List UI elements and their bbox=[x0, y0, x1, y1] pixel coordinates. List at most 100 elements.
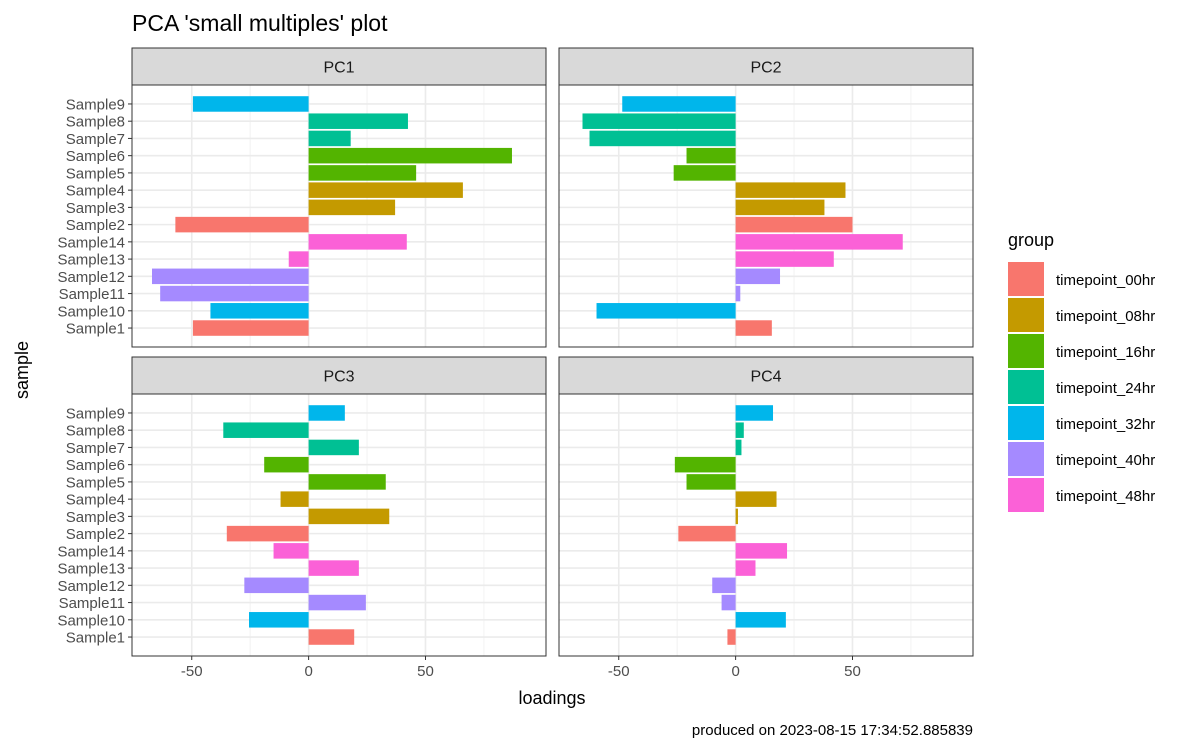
y-tick-label: Sample2 bbox=[66, 217, 125, 234]
facet-panels: PC1Sample9Sample8Sample7Sample6Sample5Sa… bbox=[57, 47, 974, 680]
y-tick-label: Sample7 bbox=[66, 440, 125, 457]
bar-pc3-sample14 bbox=[273, 543, 309, 559]
bar-pc4-sample5 bbox=[686, 474, 736, 490]
bar-pc3-sample11 bbox=[308, 594, 366, 611]
y-tick-label: Sample2 bbox=[66, 526, 125, 543]
panel-strip-label: PC4 bbox=[750, 369, 781, 386]
panel-strip bbox=[131, 356, 547, 395]
x-tick-label: -50 bbox=[608, 663, 630, 680]
bar-pc4-sample13 bbox=[735, 560, 756, 576]
bar-pc2-sample2 bbox=[735, 216, 853, 233]
panel-border bbox=[558, 393, 974, 657]
y-tick-label: Sample14 bbox=[57, 234, 125, 251]
bar-pc1-sample3 bbox=[308, 199, 396, 216]
bar-pc2-sample13 bbox=[735, 251, 834, 267]
chart-title: PCA 'small multiples' plot bbox=[132, 10, 388, 36]
bar-pc2-sample7 bbox=[589, 130, 736, 147]
panel-strip-label: PC1 bbox=[323, 60, 354, 77]
bar-pc2-sample9 bbox=[622, 96, 736, 112]
bar-pc2-sample6 bbox=[686, 147, 736, 164]
legend-label-timepoint-40hr: timepoint_40hr bbox=[1056, 452, 1155, 469]
y-tick-label: Sample13 bbox=[57, 252, 125, 269]
y-tick-label: Sample3 bbox=[66, 200, 125, 217]
legend-key-timepoint-48hr bbox=[1008, 478, 1044, 512]
legend-items: timepoint_00hr timepoint_08hr timepoint_16… bbox=[1008, 262, 1155, 512]
bar-pc4-sample9 bbox=[735, 405, 774, 421]
legend-key-timepoint-40hr bbox=[1008, 442, 1044, 476]
y-tick-label: Sample4 bbox=[66, 183, 125, 200]
bar-pc1-sample6 bbox=[308, 147, 512, 164]
y-tick-label: Sample8 bbox=[66, 423, 125, 440]
panel-strip bbox=[131, 47, 547, 86]
bar-pc1-sample9 bbox=[192, 96, 309, 112]
legend: group timepoint_00hr timepoint_08hrtimepo… bbox=[1008, 230, 1155, 512]
bar-pc2-sample12 bbox=[735, 268, 781, 285]
y-tick-label: Sample4 bbox=[66, 492, 125, 509]
bar-pc4-sample14 bbox=[735, 543, 788, 559]
bar-pc3-sample12 bbox=[244, 577, 309, 594]
y-tick-label: Sample1 bbox=[66, 630, 125, 647]
bar-pc1-sample7 bbox=[308, 130, 351, 147]
y-axis-label: sample bbox=[12, 341, 32, 399]
bar-pc2-sample10 bbox=[596, 303, 736, 319]
x-tick-label: 0 bbox=[731, 663, 739, 680]
bar-pc4-sample4 bbox=[735, 491, 777, 507]
panel-background bbox=[132, 394, 546, 656]
bar-pc1-sample11 bbox=[160, 285, 309, 302]
panel-border bbox=[558, 84, 974, 348]
y-tick-label: Sample11 bbox=[59, 595, 125, 612]
bar-pc1-sample1 bbox=[192, 320, 309, 336]
y-tick-label: Sample9 bbox=[66, 96, 125, 113]
panel-strip-label: PC3 bbox=[323, 369, 354, 386]
y-tick-label: Sample12 bbox=[57, 269, 125, 286]
y-tick-label: Sample1 bbox=[66, 321, 125, 338]
legend-label-timepoint-24hr: timepoint_24hr bbox=[1056, 380, 1155, 397]
panel-border bbox=[131, 393, 547, 657]
panel-pc2: PC2 bbox=[558, 47, 974, 348]
bar-pc1-sample2 bbox=[175, 216, 309, 233]
x-tick-label: 50 bbox=[844, 663, 861, 680]
bar-pc4-sample2 bbox=[678, 525, 736, 542]
bar-pc3-sample13 bbox=[308, 560, 359, 576]
bar-pc1-sample13 bbox=[288, 251, 309, 267]
x-tick-label: 0 bbox=[304, 663, 312, 680]
y-tick-label: Sample10 bbox=[57, 612, 125, 629]
legend-key-timepoint-08hr bbox=[1008, 298, 1044, 332]
y-tick-label: Sample5 bbox=[66, 165, 125, 182]
bar-pc3-sample3 bbox=[308, 508, 390, 525]
chart-caption: produced on 2023-08-15 17:34:52.885839 bbox=[692, 722, 973, 739]
legend-label-timepoint-08hr: timepoint_08hr bbox=[1056, 308, 1155, 325]
bar-pc1-sample8 bbox=[308, 113, 408, 129]
bar-pc3-sample10 bbox=[249, 612, 309, 628]
bar-pc2-sample3 bbox=[735, 199, 825, 216]
legend-title: group bbox=[1008, 230, 1054, 250]
y-tick-label: Sample11 bbox=[59, 286, 125, 303]
legend-key-timepoint-16hr bbox=[1008, 334, 1044, 368]
bar-pc3-sample2 bbox=[226, 525, 309, 542]
bar-pc3-sample1 bbox=[308, 629, 355, 645]
y-tick-label: Sample14 bbox=[57, 543, 125, 560]
y-tick-label: Sample5 bbox=[66, 474, 125, 491]
bar-pc2-sample8 bbox=[582, 113, 736, 129]
legend-key-timepoint-24hr bbox=[1008, 370, 1044, 404]
bar-pc4-sample11 bbox=[721, 594, 736, 611]
bar-pc2-sample11 bbox=[735, 285, 741, 302]
legend-label-timepoint-00hr: timepoint_00hr bbox=[1056, 272, 1155, 289]
bar-pc1-sample12 bbox=[152, 268, 309, 285]
bar-pc3-sample9 bbox=[308, 405, 345, 421]
legend-key-timepoint-00hr bbox=[1008, 262, 1044, 296]
x-tick-label: -50 bbox=[181, 663, 203, 680]
legend-key-timepoint-32hr bbox=[1008, 406, 1044, 440]
bar-pc3-sample4 bbox=[280, 491, 309, 507]
bar-pc4-sample8 bbox=[735, 422, 744, 438]
y-tick-label: Sample9 bbox=[66, 405, 125, 422]
bar-pc3-sample7 bbox=[308, 439, 359, 456]
panel-strip bbox=[558, 47, 974, 86]
bar-pc3-sample6 bbox=[264, 456, 309, 473]
bar-pc4-sample1 bbox=[727, 629, 736, 645]
bar-pc1-sample14 bbox=[308, 234, 407, 250]
bar-pc4-sample6 bbox=[674, 456, 736, 473]
y-tick-label: Sample13 bbox=[57, 561, 125, 578]
